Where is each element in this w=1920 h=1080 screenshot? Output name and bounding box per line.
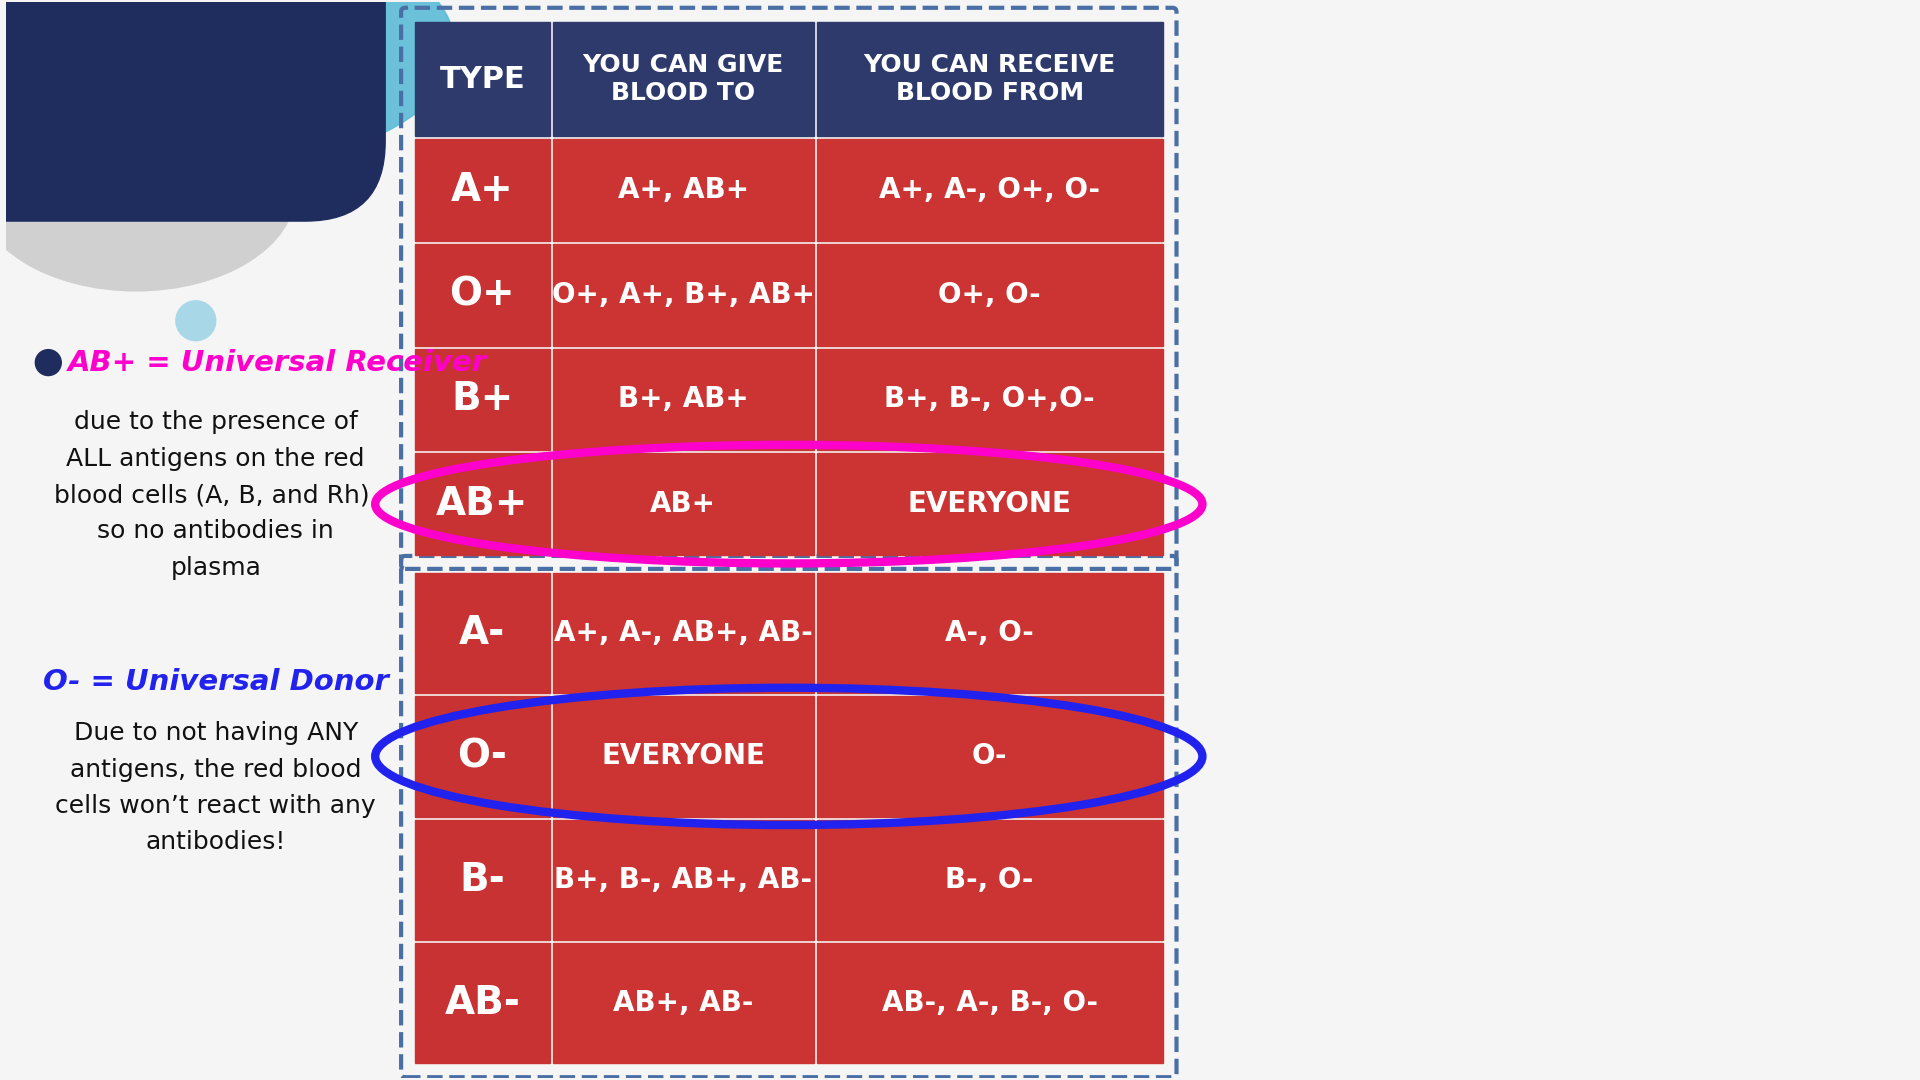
Text: A+, AB+: A+, AB+ [618, 176, 749, 204]
FancyBboxPatch shape [415, 244, 549, 346]
Text: AB+, AB-: AB+, AB- [612, 989, 753, 1017]
Text: A+: A+ [451, 171, 515, 210]
Text: B+, AB+: B+, AB+ [618, 386, 749, 414]
Text: AB+: AB+ [651, 490, 716, 518]
Text: A-: A- [459, 615, 505, 652]
Text: B-, O-: B-, O- [945, 866, 1033, 894]
FancyBboxPatch shape [553, 943, 814, 1063]
Text: due to the presence of
ALL antigens on the red
blood cells (A, B, and Rh),
so no: due to the presence of ALL antigens on t… [54, 410, 378, 580]
FancyBboxPatch shape [553, 820, 814, 940]
Text: O+, O-: O+, O- [939, 281, 1041, 309]
Text: O+: O+ [449, 275, 515, 314]
FancyBboxPatch shape [816, 697, 1162, 816]
FancyBboxPatch shape [415, 943, 549, 1063]
Ellipse shape [0, 92, 296, 291]
Text: O- = Universal Donor: O- = Universal Donor [42, 667, 388, 696]
Text: AB+: AB+ [436, 485, 528, 523]
FancyBboxPatch shape [415, 454, 549, 555]
Text: B+: B+ [451, 380, 513, 418]
FancyBboxPatch shape [415, 22, 549, 136]
FancyBboxPatch shape [816, 349, 1162, 450]
Text: EVERYONE: EVERYONE [908, 490, 1071, 518]
Text: B+, B-, AB+, AB-: B+, B-, AB+, AB- [555, 866, 812, 894]
Text: A+, A-, AB+, AB-: A+, A-, AB+, AB- [553, 619, 812, 647]
Text: Due to not having ANY
antigens, the red blood
cells won’t react with any
antibod: Due to not having ANY antigens, the red … [56, 721, 376, 854]
Text: O+, A+, B+, AB+: O+, A+, B+, AB+ [551, 281, 814, 309]
FancyBboxPatch shape [816, 572, 1162, 693]
FancyBboxPatch shape [553, 139, 814, 241]
FancyBboxPatch shape [553, 349, 814, 450]
Text: AB-: AB- [444, 984, 520, 1022]
FancyBboxPatch shape [553, 454, 814, 555]
FancyBboxPatch shape [415, 349, 549, 450]
Text: O-: O- [457, 738, 507, 775]
FancyBboxPatch shape [816, 820, 1162, 940]
FancyBboxPatch shape [816, 454, 1162, 555]
Circle shape [35, 350, 61, 376]
Ellipse shape [36, 0, 455, 161]
Text: YOU CAN RECEIVE
BLOOD FROM: YOU CAN RECEIVE BLOOD FROM [864, 53, 1116, 105]
Text: O-: O- [972, 742, 1008, 770]
Circle shape [1133, 486, 1162, 514]
Text: YOU CAN GIVE
BLOOD TO: YOU CAN GIVE BLOOD TO [582, 53, 783, 105]
FancyBboxPatch shape [553, 572, 814, 693]
FancyBboxPatch shape [553, 244, 814, 346]
FancyBboxPatch shape [816, 943, 1162, 1063]
FancyBboxPatch shape [415, 697, 549, 816]
FancyBboxPatch shape [415, 572, 549, 693]
Text: EVERYONE: EVERYONE [601, 742, 764, 770]
FancyBboxPatch shape [415, 820, 549, 940]
Text: TYPE: TYPE [440, 65, 526, 94]
Text: AB-, A-, B-, O-: AB-, A-, B-, O- [881, 989, 1098, 1017]
FancyBboxPatch shape [415, 139, 549, 241]
Text: B+, B-, O+,O-: B+, B-, O+,O- [885, 386, 1094, 414]
FancyBboxPatch shape [553, 697, 814, 816]
FancyBboxPatch shape [0, 0, 386, 221]
Circle shape [177, 301, 215, 340]
FancyBboxPatch shape [816, 244, 1162, 346]
Text: A-, O-: A-, O- [945, 619, 1035, 647]
Text: B-: B- [459, 861, 505, 899]
FancyBboxPatch shape [816, 22, 1162, 136]
FancyBboxPatch shape [816, 139, 1162, 241]
Text: AB+ = Universal Receiver: AB+ = Universal Receiver [69, 349, 488, 377]
Text: A+, A-, O+, O-: A+, A-, O+, O- [879, 176, 1100, 204]
FancyBboxPatch shape [553, 22, 814, 136]
